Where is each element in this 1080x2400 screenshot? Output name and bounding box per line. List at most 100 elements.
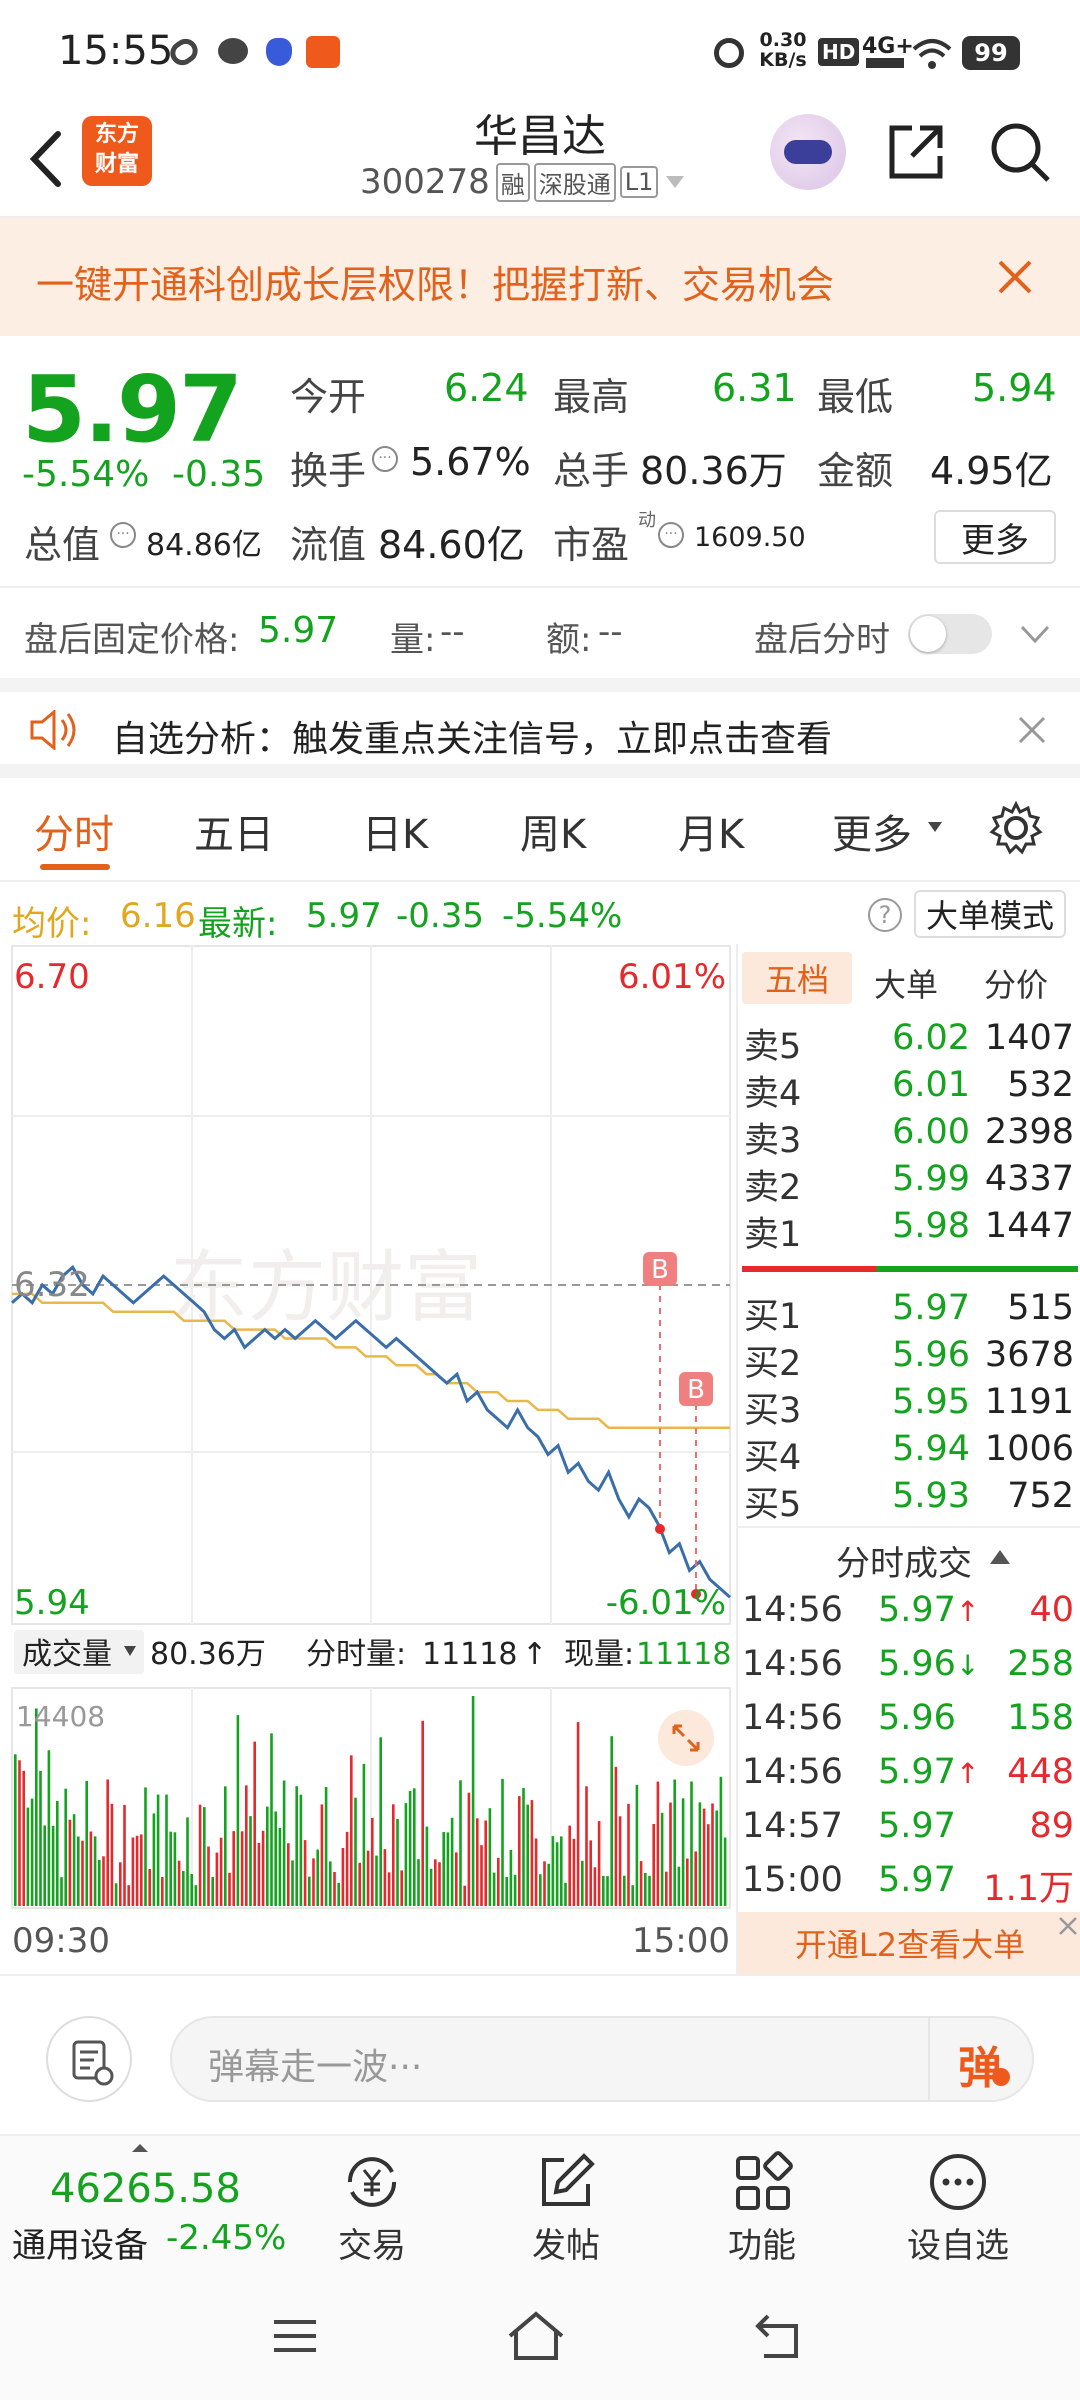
tab-monthly-k[interactable]: 月K [678,812,745,858]
volume-bar [320,1804,324,1906]
mktcap-label: 总值 [24,523,101,567]
volume-bar [291,1860,294,1906]
search-button[interactable] [988,120,1052,184]
back-nav-button[interactable] [750,2310,806,2362]
edit-icon [542,2153,595,2206]
tab-five-level[interactable]: 五档 [742,952,852,1004]
index-name[interactable]: 通用设备 [12,2226,148,2266]
tab-more[interactable]: 更多 [832,812,912,858]
volume-bar [249,1816,252,1906]
trade-volume: 40 [1029,1590,1074,1630]
nav-post[interactable]: 发帖 [496,2136,636,2276]
y-axis-bottom-pct-label: -6.01% [606,1583,726,1623]
volume-bar [232,1831,235,1906]
back-button[interactable] [18,124,78,194]
app-logo: 东方 财富 [82,116,152,186]
after-hours-toggle[interactable] [908,614,992,654]
volume-bar [543,1861,546,1906]
menu-button[interactable] [270,2314,320,2358]
float-label: 流值 [290,523,367,567]
trades-title[interactable]: 分时成交 [836,1544,972,1584]
tab-daily-k[interactable]: 日K [362,812,429,858]
expand-chart-button[interactable] [658,1710,714,1766]
y-axis-top-pct-label: 6.01% [618,957,726,997]
volume-bar [446,1832,450,1906]
buy-marker[interactable] [679,1372,713,1406]
info-dots-icon[interactable]: ··· [372,446,398,472]
volume-bar [467,1792,471,1906]
volume-bar [673,1779,676,1906]
volume-bar [719,1776,723,1906]
share-button[interactable] [884,120,948,184]
close-icon [1059,1917,1077,1935]
volume-selector[interactable] [14,1630,144,1674]
index-value[interactable]: 46265.58 [50,2166,241,2212]
tab-five-day[interactable]: 五日 [194,812,274,858]
volume-bar [707,1824,710,1906]
info-dots-icon[interactable]: ··· [110,522,136,548]
danmu-settings-button[interactable] [46,2016,132,2102]
promo-banner[interactable]: 一键开通科创成长层权限！把握打新、交易机会 [0,218,1080,336]
ask-label: 卖3 [744,1121,802,1161]
volume-bar [182,1871,185,1906]
volume-bar [228,1872,231,1906]
volume-bar [618,1816,622,1906]
intraday-chart[interactable]: 东方财富 B B 6.70 6.01% 6.32 5.94 -6.01% 成交量… [0,944,736,1974]
trade-row: 14:56 5.96 158 [738,1692,1080,1747]
close-promo-button[interactable] [990,252,1040,302]
volume-bar [690,1781,693,1906]
caret-down-icon[interactable] [666,176,685,188]
volume-bar [152,1813,156,1906]
danmu-input[interactable]: 弹幕走一波··· 弹 [170,2016,1034,2102]
buy-marker[interactable] [643,1252,677,1286]
danmu-send-button[interactable]: 弹 [958,2043,1002,2094]
big-order-mode-button[interactable]: 大单模式 [914,890,1066,938]
nav-functions[interactable]: 功能 [692,2136,832,2276]
settings-button[interactable] [988,800,1044,856]
volume-bar [203,1807,206,1906]
tab-price-dist[interactable]: 分价 [984,966,1049,1004]
chevron-down-icon[interactable] [1018,618,1052,648]
volume-bar [698,1802,702,1906]
bid-volume: 1191 [984,1382,1074,1422]
trade-price-value: 5.97 [878,1752,956,1792]
volume-bar [156,1794,160,1906]
open-l2-button[interactable]: 开通L2查看大单 [738,1912,1080,1974]
nav-trade[interactable]: 交易 [302,2136,442,2276]
close-l2-button[interactable] [1054,1912,1080,1940]
after-price-label: 盘后固定价格: [24,620,240,660]
volume-bar [43,1825,46,1906]
home-button[interactable] [504,2308,568,2364]
amount-label: 金额 [817,449,894,493]
volume-bar [30,1798,34,1906]
volume-bar [560,1836,563,1906]
tab-big-order[interactable]: 大单 [874,966,939,1004]
close-analysis-button[interactable] [1012,710,1052,750]
volume-bar [669,1802,672,1906]
trade-time: 14:56 [742,1644,843,1684]
volume-bar [459,1780,462,1906]
help-icon[interactable]: ? [868,898,902,932]
more-button[interactable]: 更多 [934,510,1056,564]
ask-price: 5.99 [892,1159,970,1199]
current-price: 5.97 [22,356,243,463]
info-dots-icon[interactable]: ··· [658,522,684,548]
volume-bar [681,1798,685,1906]
tab-weekly-k[interactable]: 周K [520,812,587,858]
volume-bar [161,1877,164,1906]
bid-volume: 515 [1007,1288,1074,1328]
nav-add-watchlist[interactable]: 设自选 [888,2136,1028,2276]
volume-bar [572,1838,576,1906]
intraday-chart-svg[interactable]: 东方财富 B B 6.70 6.01% 6.32 5.94 -6.01% 成交量… [0,944,736,1974]
bid-row: 买4 5.94 1006 [738,1425,1080,1478]
volume-bar [644,1872,647,1906]
volume-total: 80.36万 [150,1637,266,1672]
volume-bar [287,1843,290,1906]
tab-intraday[interactable]: 分时 [34,812,114,858]
analysis-banner[interactable]: 自选分析：触发重点关注信号，立即点击查看 [0,678,1080,778]
after-price-value: 5.97 [258,610,339,651]
y-axis-bottom-label: 5.94 [14,1583,90,1623]
latest-label: 最新: [198,904,278,944]
trade-price: 5.97 [878,1806,956,1846]
robot-assistant-icon[interactable] [770,114,846,190]
